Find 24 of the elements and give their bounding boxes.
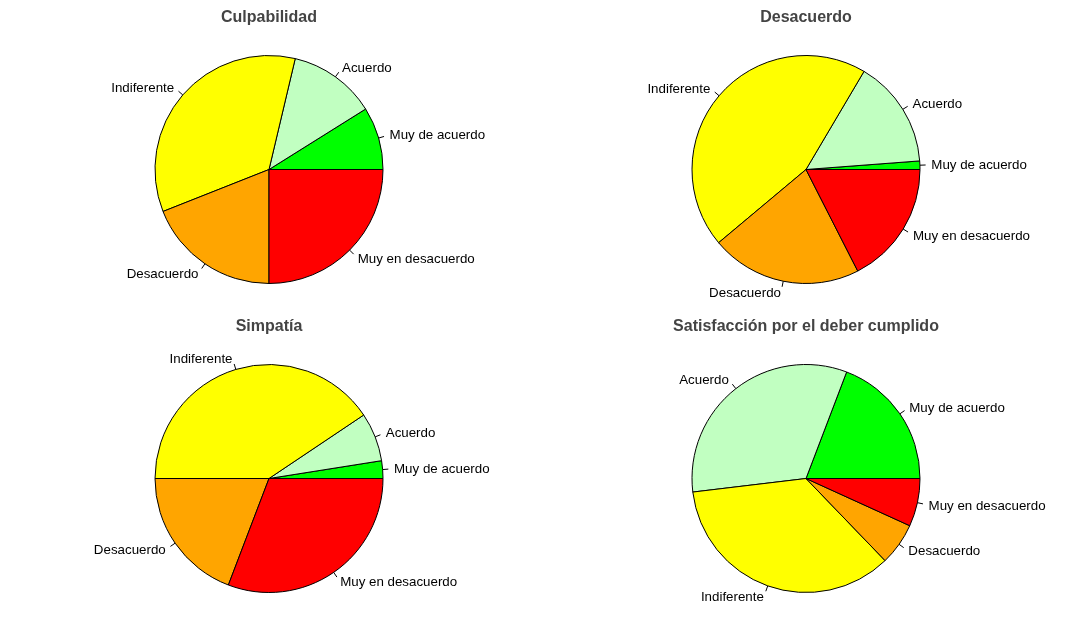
slice-label: Muy en desacuerdo (928, 497, 1046, 513)
slice-label: Muy de acuerdo (909, 399, 1005, 415)
chart-title: Simpatía (235, 316, 303, 334)
slice-label: Muy en desacuerdo (357, 250, 475, 266)
chart-title: Satisfacción por el deber cumplido (673, 316, 940, 334)
slice-label: Indiferente (169, 351, 233, 367)
slice-label: Muy de acuerdo (931, 157, 1027, 173)
slice-label: Acuerdo (342, 60, 392, 76)
slice-label: Acuerdo (679, 372, 729, 388)
slice-label: Acuerdo (912, 95, 963, 111)
slice-label: Desacuerdo (93, 542, 166, 558)
slice-label: Desacuerdo (908, 543, 981, 559)
slice-label: Muy de acuerdo (394, 461, 490, 477)
slice-label: Indiferente (111, 79, 175, 95)
slice-label: Indiferente (647, 80, 711, 96)
slice-label: Muy de acuerdo (389, 127, 486, 143)
slice-label: Acuerdo (385, 425, 436, 441)
chart-title: Culpabilidad (221, 7, 317, 25)
slice-label: Desacuerdo (709, 284, 781, 300)
slice-label: Muy en desacuerdo (340, 574, 458, 590)
chart-title: Desacuerdo (760, 7, 853, 25)
slice-label: Muy en desacuerdo (912, 227, 1030, 243)
slice-label: Desacuerdo (126, 265, 199, 281)
slice-label: Indiferente (700, 589, 764, 605)
